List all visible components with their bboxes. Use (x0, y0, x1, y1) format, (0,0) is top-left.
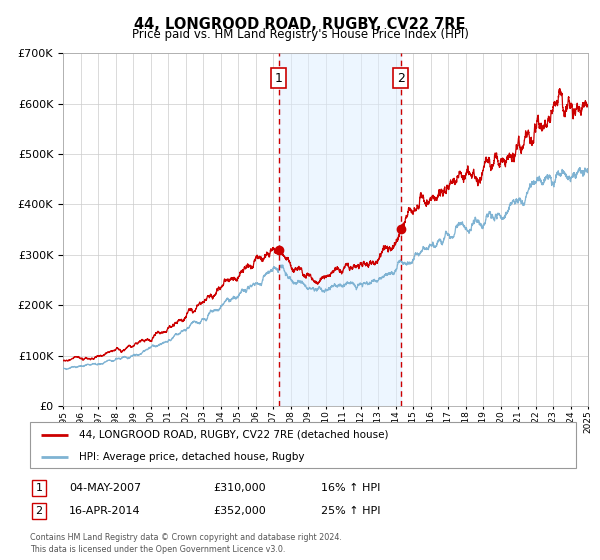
Text: 25% ↑ HPI: 25% ↑ HPI (321, 506, 380, 516)
Text: 2: 2 (397, 72, 404, 85)
Text: 1: 1 (35, 483, 43, 493)
Text: £310,000: £310,000 (213, 483, 266, 493)
Text: HPI: Average price, detached house, Rugby: HPI: Average price, detached house, Rugb… (79, 452, 305, 463)
Bar (279, 53, 401, 406)
Text: 04-MAY-2007: 04-MAY-2007 (69, 483, 141, 493)
FancyBboxPatch shape (30, 422, 576, 468)
Text: Price paid vs. HM Land Registry's House Price Index (HPI): Price paid vs. HM Land Registry's House … (131, 28, 469, 41)
Text: Contains HM Land Registry data © Crown copyright and database right 2024.
This d: Contains HM Land Registry data © Crown c… (30, 533, 342, 554)
Text: 2: 2 (35, 506, 43, 516)
Text: £352,000: £352,000 (213, 506, 266, 516)
Text: 16-APR-2014: 16-APR-2014 (69, 506, 140, 516)
Text: 44, LONGROOD ROAD, RUGBY, CV22 7RE (detached house): 44, LONGROOD ROAD, RUGBY, CV22 7RE (deta… (79, 430, 389, 440)
Text: 1: 1 (275, 72, 283, 85)
Text: 44, LONGROOD ROAD, RUGBY, CV22 7RE: 44, LONGROOD ROAD, RUGBY, CV22 7RE (134, 17, 466, 32)
Text: 16% ↑ HPI: 16% ↑ HPI (321, 483, 380, 493)
